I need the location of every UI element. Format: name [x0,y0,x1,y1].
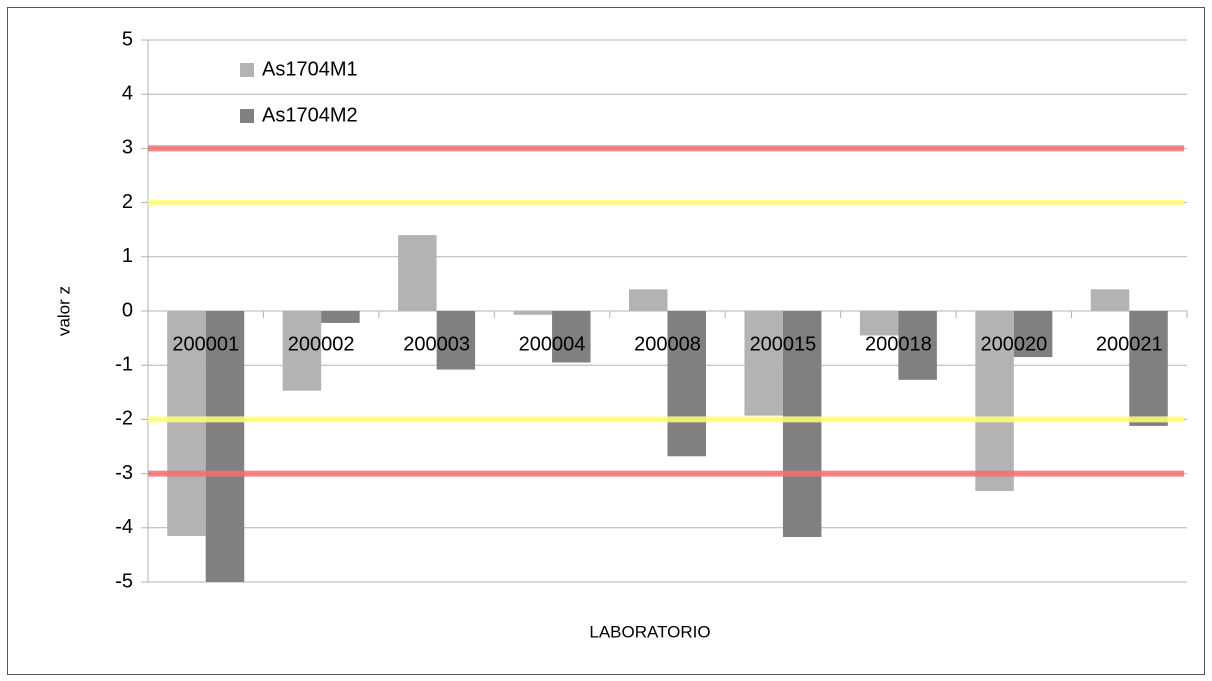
bar [744,311,783,416]
bar [436,311,476,370]
y-tick-label: 1 [122,245,133,267]
bar [667,311,706,457]
y-tick-label: 4 [122,82,133,104]
bar [782,311,822,538]
bar [167,311,206,536]
bar [321,311,360,323]
bar [898,311,937,380]
bar [1129,311,1168,426]
bar [1013,311,1053,358]
y-tick-label: -4 [115,516,133,538]
y-tick-label: 5 [122,28,133,50]
bar [859,311,899,336]
bar [552,311,591,363]
y-tick-label: -1 [115,353,133,375]
bar [629,289,668,311]
x-tick-label: 200021 [1096,333,1163,355]
x-tick-label: 200015 [750,333,817,355]
legend-swatch [240,109,254,123]
y-tick-label: -3 [115,462,133,484]
y-tick-label: 2 [122,191,133,213]
y-tick-label: 0 [122,299,133,321]
x-axis-label: LABORATORIO [589,622,710,641]
legend-swatch [240,63,254,77]
bar [975,311,1014,491]
bar [1090,289,1130,311]
x-tick-label: 200002 [288,333,355,355]
x-tick-label: 200003 [403,333,470,355]
x-tick-label: 200001 [172,333,239,355]
legend-label: As1704M2 [262,104,358,126]
bar [205,311,245,582]
y-tick-label: -5 [115,570,133,592]
y-tick-label: 3 [122,137,133,159]
x-tick-label: 200018 [865,333,932,355]
x-tick-label: 200008 [634,333,701,355]
y-axis-label: valor z [54,286,73,336]
x-tick-label: 200004 [519,333,586,355]
bar [513,311,553,315]
x-tick-label: 200020 [980,333,1047,355]
y-tick-label: -2 [115,408,133,430]
bar [282,311,322,391]
legend-label: As1704M1 [262,58,358,80]
bar [398,235,437,311]
